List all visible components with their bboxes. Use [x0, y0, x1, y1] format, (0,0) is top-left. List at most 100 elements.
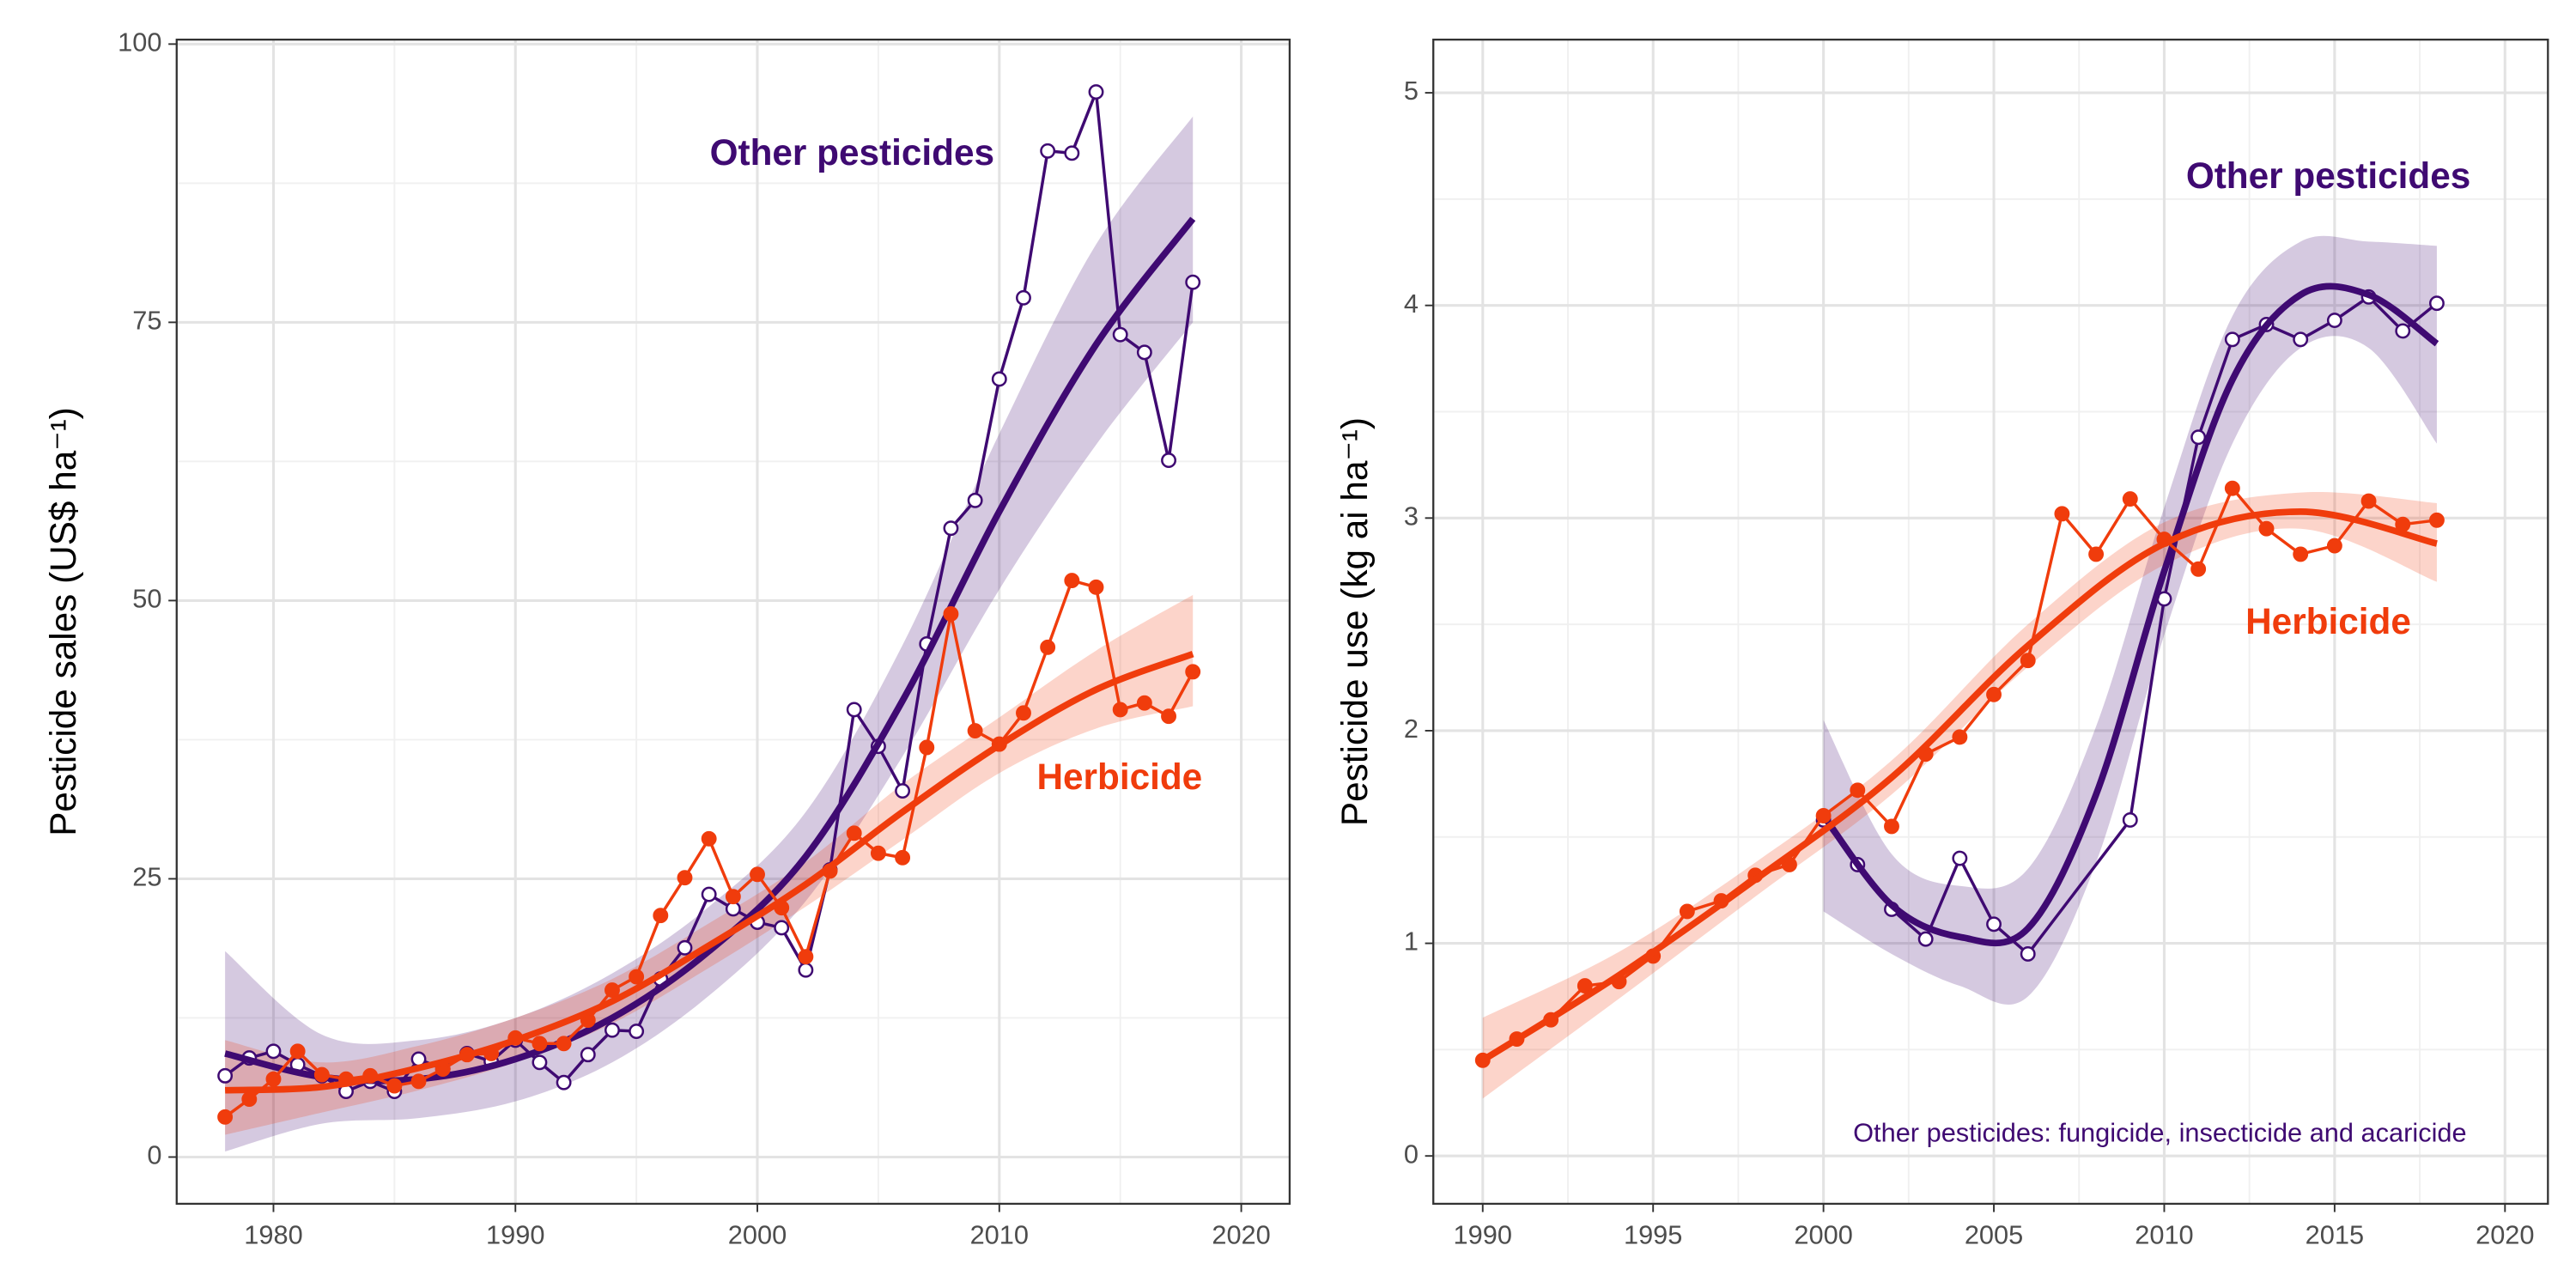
data-point: [410, 1073, 427, 1090]
data-point: [2360, 493, 2377, 509]
data-point: [2122, 491, 2138, 507]
y-tick-label: 5: [1404, 76, 1419, 106]
data-point: [2224, 480, 2240, 496]
data-point: [2122, 812, 2138, 828]
data-point: [289, 1043, 306, 1060]
data-point: [2258, 520, 2275, 537]
x-tick-label: 2020: [1212, 1220, 1270, 1250]
data-point: [774, 920, 790, 936]
data-point: [605, 982, 620, 999]
data-point: [750, 866, 765, 883]
x-tick-label: 2010: [970, 1220, 1029, 1250]
data-point: [943, 606, 959, 622]
data-point: [1040, 143, 1056, 159]
data-point: [1185, 664, 1201, 680]
data-point: [605, 1022, 620, 1038]
data-point: [846, 825, 862, 841]
data-point: [1064, 573, 1080, 589]
data-point: [1161, 453, 1176, 469]
data-point: [2224, 331, 2240, 348]
data-point: [265, 1043, 282, 1060]
data-point: [2293, 546, 2309, 562]
plot-border: [1432, 39, 2549, 1206]
data-point: [556, 1036, 572, 1052]
x-tick-label: 2015: [2306, 1220, 2364, 1250]
data-point: [1185, 274, 1201, 290]
y-tick-label: 0: [1404, 1139, 1419, 1169]
data-point: [313, 1066, 330, 1083]
data-point: [2020, 946, 2036, 962]
x-tick-label: 2020: [2476, 1220, 2534, 1250]
y-axis-title: Pesticide use (kg ai ha⁻¹): [1334, 417, 1375, 826]
data-point: [967, 723, 983, 739]
data-point: [2428, 512, 2445, 528]
data-point: [798, 949, 814, 965]
data-point: [556, 1074, 572, 1091]
data-point: [1112, 702, 1128, 718]
data-point: [629, 1024, 645, 1039]
data-point: [677, 870, 693, 886]
data-point: [386, 1078, 403, 1094]
data-point: [701, 886, 717, 902]
data-point: [1136, 344, 1152, 361]
data-point: [1040, 639, 1056, 655]
panel: 0 25 50 75 100 1980 1990 2000 2010 2020 Pesticide …: [43, 27, 1291, 1250]
data-point: [895, 849, 911, 866]
data-point: [265, 1071, 282, 1087]
data-point: [1679, 903, 1695, 920]
data-point: [2190, 561, 2207, 577]
data-point: [241, 1091, 258, 1108]
panel: 0 1 2 3 4 5 1990 1995 2000 2005 2010 2015 2020 Pestic…: [1334, 39, 2549, 1250]
data-point: [629, 969, 645, 985]
series-label: Herbicide: [1036, 756, 1202, 797]
data-point: [580, 1047, 596, 1063]
data-point: [2190, 429, 2207, 446]
x-tick-label: 1995: [1624, 1220, 1682, 1250]
series-label: Other pesticides: [710, 132, 994, 173]
fit-line: [224, 651, 1194, 1094]
x-tick-label: 2010: [2135, 1220, 2193, 1250]
y-axis-title: Pesticide sales (US$ ha⁻¹): [43, 407, 83, 836]
data-point: [217, 1109, 234, 1125]
data-point: [2054, 506, 2070, 522]
data-point: [217, 1067, 234, 1084]
y-tick-label: 2: [1404, 714, 1419, 744]
data-point: [1161, 708, 1176, 725]
y-tick-label: 25: [132, 862, 161, 892]
data-point: [919, 739, 935, 756]
data-point: [1112, 326, 1128, 343]
y-tick-label: 50: [132, 584, 161, 614]
data-point: [2428, 295, 2445, 312]
y-tick-label: 0: [147, 1140, 161, 1170]
data-point: [943, 520, 959, 537]
y-tick-label: 1: [1404, 927, 1419, 957]
x-tick-label: 2000: [1794, 1220, 1852, 1250]
data-point: [1064, 145, 1080, 161]
data-point: [532, 1036, 548, 1052]
y-tick-label: 75: [132, 306, 161, 336]
data-point: [2020, 653, 2036, 669]
data-point: [2326, 313, 2342, 328]
plot-border: [175, 39, 1291, 1206]
data-point: [653, 908, 669, 924]
data-point: [2395, 323, 2411, 339]
x-tick-label: 1990: [486, 1220, 544, 1250]
data-point: [701, 830, 717, 847]
data-point: [677, 939, 693, 956]
fit-line: [1480, 508, 2438, 1064]
confidence-band: [1823, 235, 2437, 1005]
data-point: [895, 783, 911, 799]
data-point: [2088, 546, 2105, 562]
data-point: [1952, 850, 1968, 866]
note: Other pesticides: fungicide, insecticide…: [1853, 1117, 2466, 1147]
y-tick-label: 3: [1404, 501, 1419, 531]
data-point: [1986, 686, 2002, 702]
data-point: [1884, 818, 1899, 835]
series-label: Herbicide: [2245, 601, 2411, 641]
data-point: [725, 889, 741, 905]
data-point: [1088, 579, 1104, 595]
fit-line: [1820, 283, 2439, 947]
x-tick-label: 1990: [1454, 1220, 1512, 1250]
